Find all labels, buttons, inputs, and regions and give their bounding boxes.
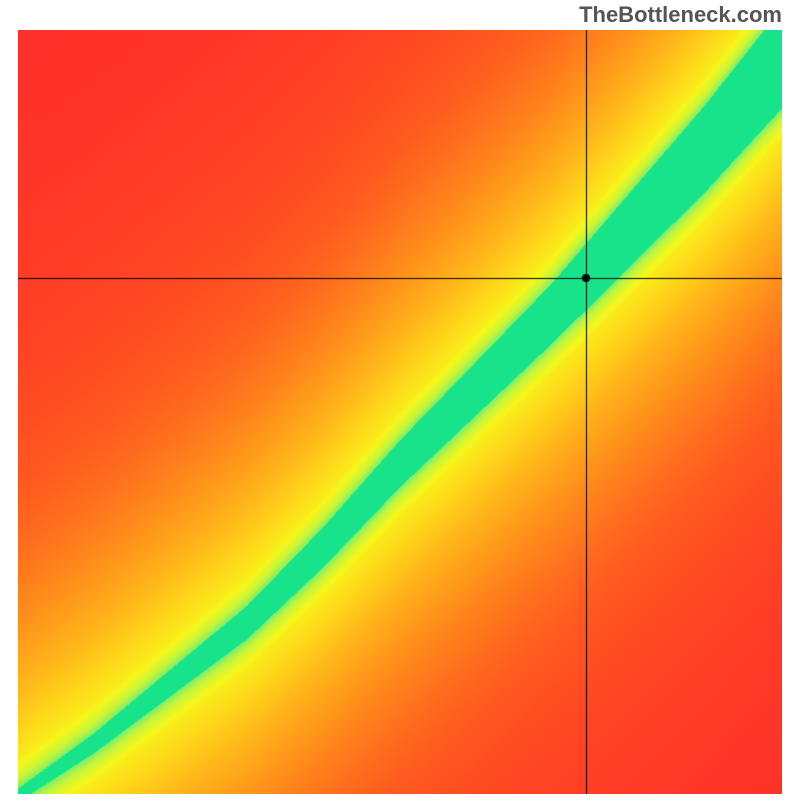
- watermark-text: TheBottleneck.com: [579, 2, 782, 28]
- chart-container: TheBottleneck.com: [0, 0, 800, 800]
- heatmap-canvas: [18, 30, 782, 794]
